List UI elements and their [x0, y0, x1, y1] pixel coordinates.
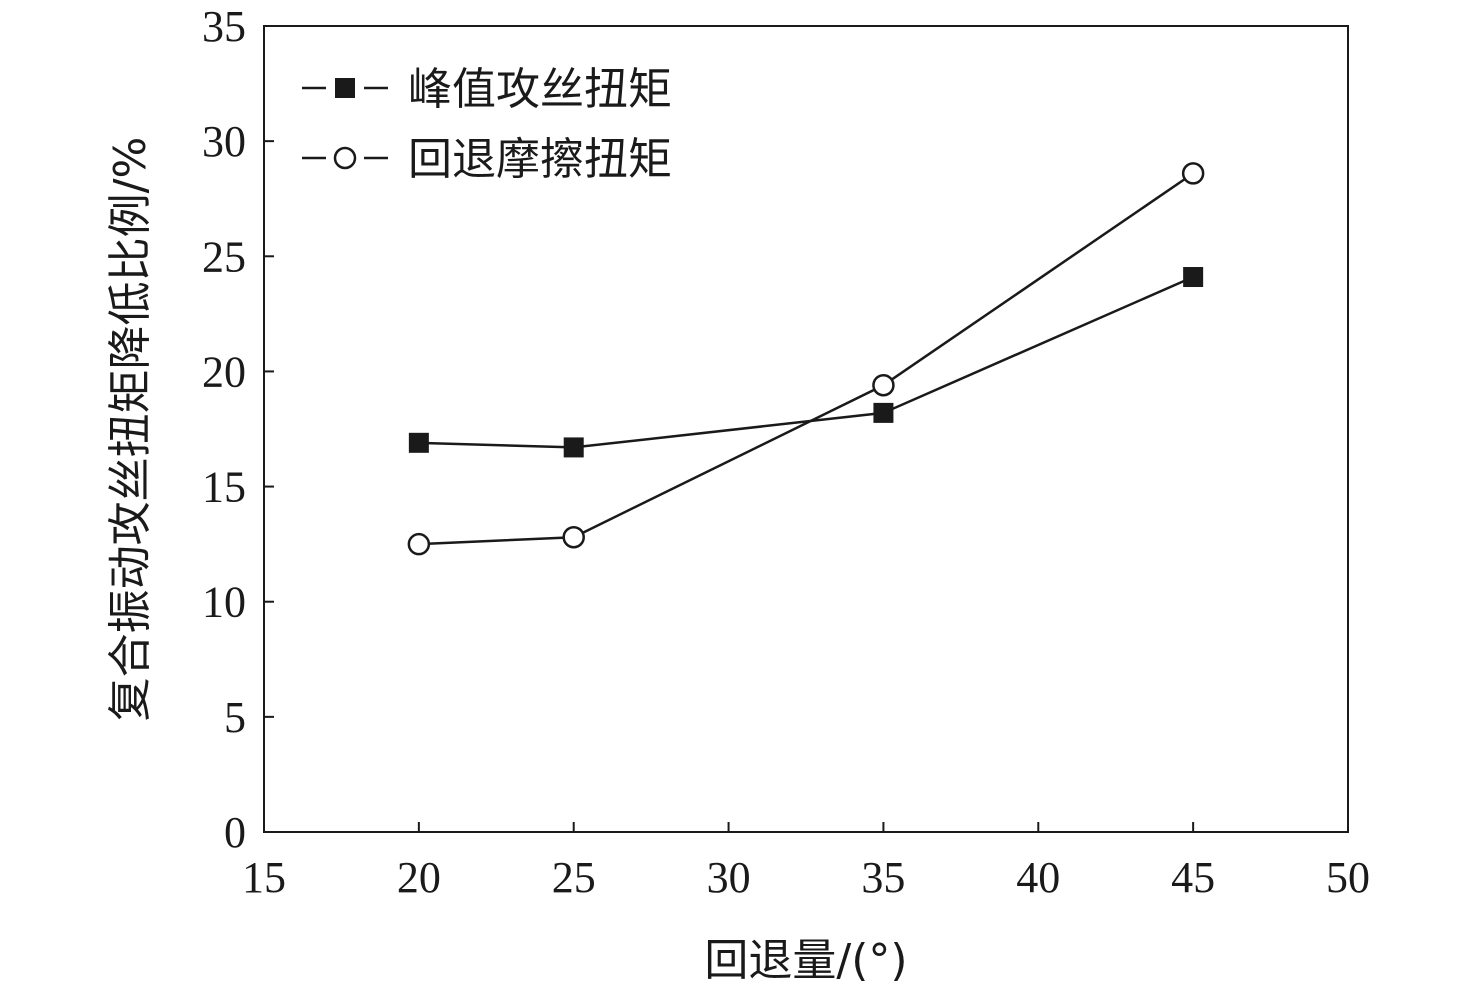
x-axis-title: 回退量/(°)	[704, 935, 907, 986]
plot-frame	[263, 25, 1349, 833]
data-point	[563, 437, 584, 458]
data-point	[872, 373, 895, 397]
x-tick-label: 15	[242, 853, 286, 902]
x-tick-label: 30	[707, 853, 751, 902]
x-tick-label: 20	[397, 853, 441, 902]
data-point	[407, 532, 431, 556]
x-tick-label: 45	[1171, 853, 1215, 902]
legend-marker	[333, 146, 357, 170]
data-point	[408, 432, 429, 453]
y-tick-label: 20	[202, 347, 246, 396]
data-point	[1183, 267, 1204, 288]
x-tick-label: 50	[1326, 853, 1370, 902]
x-tick-label: 40	[1016, 853, 1060, 902]
legend-item: 回退摩擦扭矩	[302, 134, 672, 185]
y-tick-label: 10	[202, 578, 246, 627]
legend-item: 峰值攻丝扭矩	[302, 64, 672, 115]
x-axis-ticks: 15 20 25 30 35 40 45 50	[242, 822, 1370, 902]
series-1	[408, 267, 1204, 458]
series-layer	[407, 162, 1205, 556]
y-tick-label: 25	[202, 232, 246, 281]
y-tick-label: 35	[202, 2, 246, 51]
y-axis-ticks: 0 5 10 15 20 25 30 35	[202, 2, 274, 857]
y-tick-label: 30	[202, 117, 246, 166]
y-tick-label: 0	[224, 808, 246, 857]
y-tick-label: 15	[202, 463, 246, 512]
data-point	[873, 402, 894, 423]
data-point	[562, 525, 585, 549]
data-point	[1181, 162, 1205, 185]
x-tick-label: 35	[861, 853, 905, 902]
legend-marker	[335, 78, 355, 98]
y-tick-label: 5	[224, 693, 246, 742]
legend-label: 峰值攻丝扭矩	[408, 64, 672, 115]
series-line	[418, 172, 1194, 546]
series-2	[407, 162, 1205, 556]
y-axis-title: 复合振动攻丝扭矩降低比例/%	[105, 137, 156, 722]
legend-label: 回退摩擦扭矩	[408, 134, 672, 185]
series-line	[418, 275, 1194, 449]
x-tick-label: 25	[552, 853, 596, 902]
